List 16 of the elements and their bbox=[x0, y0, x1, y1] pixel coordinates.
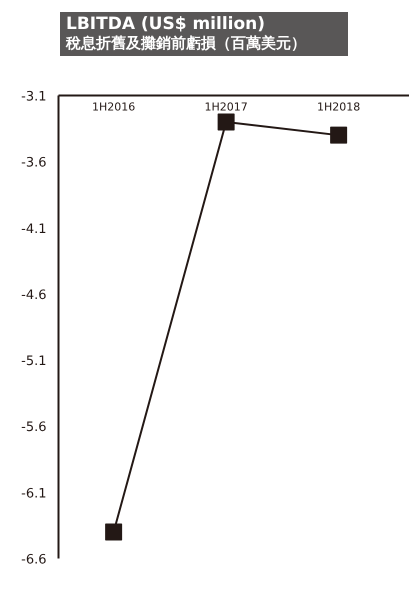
chart-subtitle: 稅息折舊及攤銷前虧損（百萬美元） bbox=[66, 34, 307, 53]
x-tick-label: 1H2018 bbox=[316, 100, 360, 114]
chart-title: LBITDA (US$ million) bbox=[66, 14, 266, 34]
point bbox=[330, 126, 348, 144]
y-tick-label: -6.6 bbox=[21, 552, 47, 568]
x-tick-label: 1H2017 bbox=[204, 100, 248, 114]
y-tick-label: -5.6 bbox=[21, 420, 47, 436]
y-tick-label: -4.6 bbox=[21, 288, 47, 303]
point bbox=[105, 524, 122, 541]
y-tick-label: -3.1 bbox=[21, 90, 47, 104]
y-tick-label: -4.1 bbox=[21, 222, 47, 237]
y-tick-label: -6.1 bbox=[21, 486, 47, 502]
y-tick-label: -3.6 bbox=[21, 156, 47, 171]
x-tick-label: 1H2016 bbox=[92, 100, 136, 114]
point bbox=[218, 113, 235, 130]
y-tick-label: -5.1 bbox=[21, 354, 47, 370]
